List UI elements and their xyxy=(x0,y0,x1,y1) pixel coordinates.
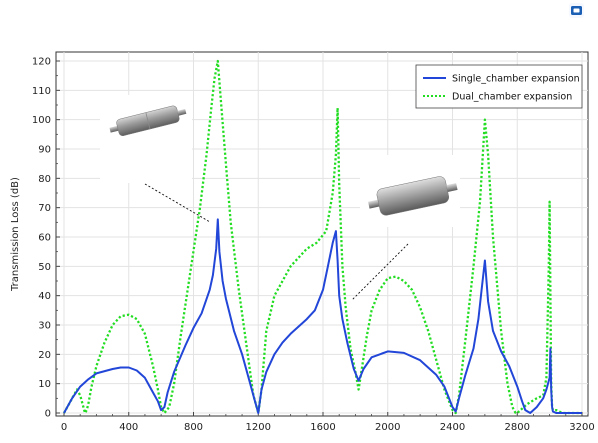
y-axis-label: Transmission Loss (dB) xyxy=(10,177,21,292)
dual-chamber-muffler-image xyxy=(360,155,460,227)
x-tick-label: 1600 xyxy=(310,422,335,433)
x-tick-label: 2000 xyxy=(375,422,400,433)
legend-label-single: Single_chamber expansion xyxy=(452,74,580,85)
tick-labels: 0 400 800 1200 1600 2000 2400 2800 3200 0 10 20 30 40… xyxy=(32,57,595,434)
y-tick-label: 100 xyxy=(32,115,51,126)
dual-chamber-leader-line xyxy=(351,243,409,301)
y-tick-label: 20 xyxy=(38,350,51,361)
series xyxy=(62,59,582,415)
camera-icon[interactable] xyxy=(569,3,584,18)
y-tick-label: 80 xyxy=(38,174,51,185)
y-tick-label: 110 xyxy=(32,86,51,97)
single-chamber-muffler-image xyxy=(100,95,192,183)
series-line-dual-chamber xyxy=(62,59,582,415)
y-tick-label: 90 xyxy=(38,145,51,156)
x-tick-label: 400 xyxy=(119,422,138,433)
y-tick-label: 0 xyxy=(45,409,51,420)
legend: Single_chamber expansion Dual_chamber ex… xyxy=(415,64,583,109)
x-tick-label: 0 xyxy=(61,422,67,433)
y-tick-label: 60 xyxy=(38,233,51,244)
y-tick-label: 40 xyxy=(38,291,51,302)
x-tick-label: 3200 xyxy=(569,422,594,433)
legend-label-dual: Dual_chamber expansion xyxy=(452,92,572,103)
y-tick-label: 30 xyxy=(38,321,51,332)
y-tick-label: 70 xyxy=(38,203,51,214)
x-tick-label: 2400 xyxy=(440,422,465,433)
x-tick-label: 2800 xyxy=(505,422,530,433)
series-line-single-chamber xyxy=(63,218,582,414)
x-tick-label: 800 xyxy=(184,422,203,433)
y-tick-label: 10 xyxy=(38,379,51,390)
grid xyxy=(56,52,588,416)
y-tick-label: 120 xyxy=(32,57,51,68)
x-tick-label: 1200 xyxy=(246,422,271,433)
single-chamber-leader-line xyxy=(144,183,211,223)
y-tick-label: 50 xyxy=(38,262,51,273)
